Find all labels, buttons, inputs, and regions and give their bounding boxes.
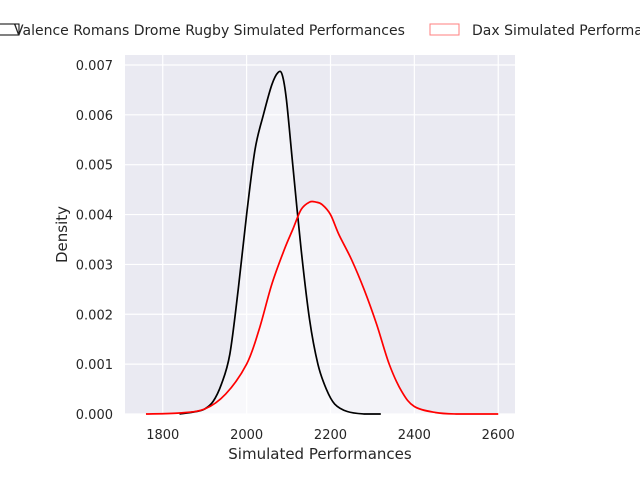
legend: Valence Romans Drome Rugby Simulated Per… (0, 23, 640, 39)
y-tick-label: 0.004 (76, 209, 113, 224)
y-tick-label: 0.005 (76, 159, 113, 174)
y-tick-label: 0.007 (76, 59, 113, 74)
grid-lines (125, 55, 515, 415)
y-tick-label: 0.001 (76, 358, 113, 373)
x-tick-label: 1800 (146, 428, 179, 443)
x-tick-label: 2000 (230, 428, 263, 443)
density-line-series-1 (179, 70, 381, 415)
legend-label-series-1: Valence Romans Drome Rugby Simulated Per… (14, 23, 405, 39)
legend-swatch-series-2 (429, 23, 460, 36)
legend-label-series-2: Dax Simulated Performances (472, 23, 640, 39)
y-tick-label: 0.003 (76, 258, 113, 273)
y-tick-label: 0.000 (76, 408, 113, 423)
density-area-series-1 (179, 71, 381, 415)
y-axis-label: Density (53, 206, 71, 263)
x-tick-label: 2200 (314, 428, 347, 443)
density-lines (145, 70, 499, 415)
x-tick-label: 2400 (398, 428, 431, 443)
y-tick-label: 0.006 (76, 109, 113, 124)
y-axis-ticks: 0.000 0.001 0.002 0.003 0.004 0.005 0.006 0.007 (76, 59, 113, 423)
x-tick-label: 2600 (482, 428, 515, 443)
x-axis-label: Simulated Performances (228, 445, 412, 463)
x-axis-ticks: 1800 2000 2200 2400 2600 (146, 428, 515, 443)
density-line-series-2 (145, 200, 499, 415)
legend-swatch-series-1 (0, 23, 20, 36)
density-areas (145, 71, 499, 415)
y-tick-label: 0.002 (76, 308, 113, 323)
density-area-series-2 (145, 201, 499, 414)
